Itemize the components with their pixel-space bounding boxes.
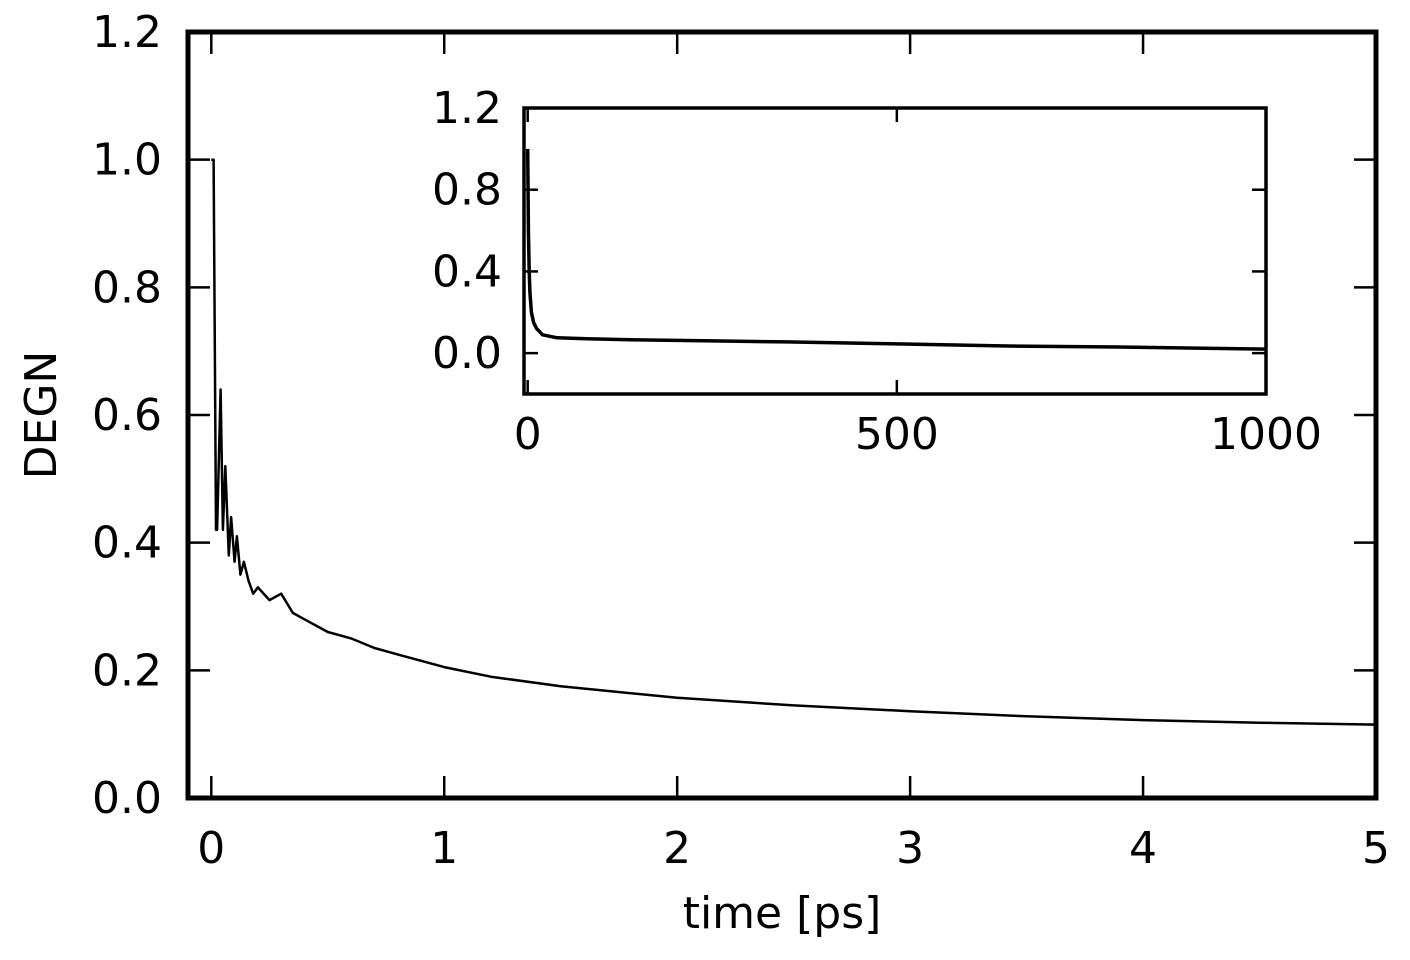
- y-tick-label-0.4: 0.4: [92, 518, 162, 569]
- y-tick-label-1.2: 1.2: [92, 7, 162, 58]
- y-tick-label-0.8: 0.8: [432, 165, 502, 216]
- inset-plot: 0 500 1000 0.0 0.4 0.8 1.2: [432, 83, 1322, 460]
- x-axis-label: time [ps]: [683, 888, 882, 939]
- x-tick-label-1000: 1000: [1210, 409, 1322, 460]
- y-tick-label-0.6: 0.6: [92, 390, 162, 441]
- y-tick-label-0.4: 0.4: [432, 246, 502, 297]
- y-tick-label-0: 0.0: [92, 773, 162, 824]
- main-plot: 0 1 2 3 4 5 0.0 0.2 0.4 0.6 0.8 1.0 1.2 time [ps] DEGN: [16, 7, 1390, 939]
- x-tick-label-0: 0: [197, 823, 225, 874]
- x-tick-label-1: 1: [430, 823, 458, 874]
- x-tick-label-2: 2: [663, 823, 691, 874]
- x-tick-label-3: 3: [896, 823, 924, 874]
- y-tick-label-0.2: 0.2: [92, 645, 162, 696]
- x-tick-label-500: 500: [855, 409, 939, 460]
- y-tick-label-0.8: 0.8: [92, 262, 162, 313]
- main-plot-series-line-0: [211, 158, 1377, 726]
- y-axis-label: DEGN: [16, 351, 67, 480]
- x-tick-label-0: 0: [514, 409, 542, 460]
- y-tick-label-1: 1.0: [92, 135, 162, 186]
- inset-plot-series-line-0: [525, 148, 1267, 351]
- x-tick-label-4: 4: [1129, 823, 1157, 874]
- main-plot-frame: [185, 29, 1379, 801]
- x-tick-label-5: 5: [1362, 823, 1390, 874]
- y-tick-label-0: 0.0: [432, 328, 502, 379]
- y-tick-label-1.2: 1.2: [432, 83, 502, 134]
- inset-plot-frame: [522, 106, 1268, 396]
